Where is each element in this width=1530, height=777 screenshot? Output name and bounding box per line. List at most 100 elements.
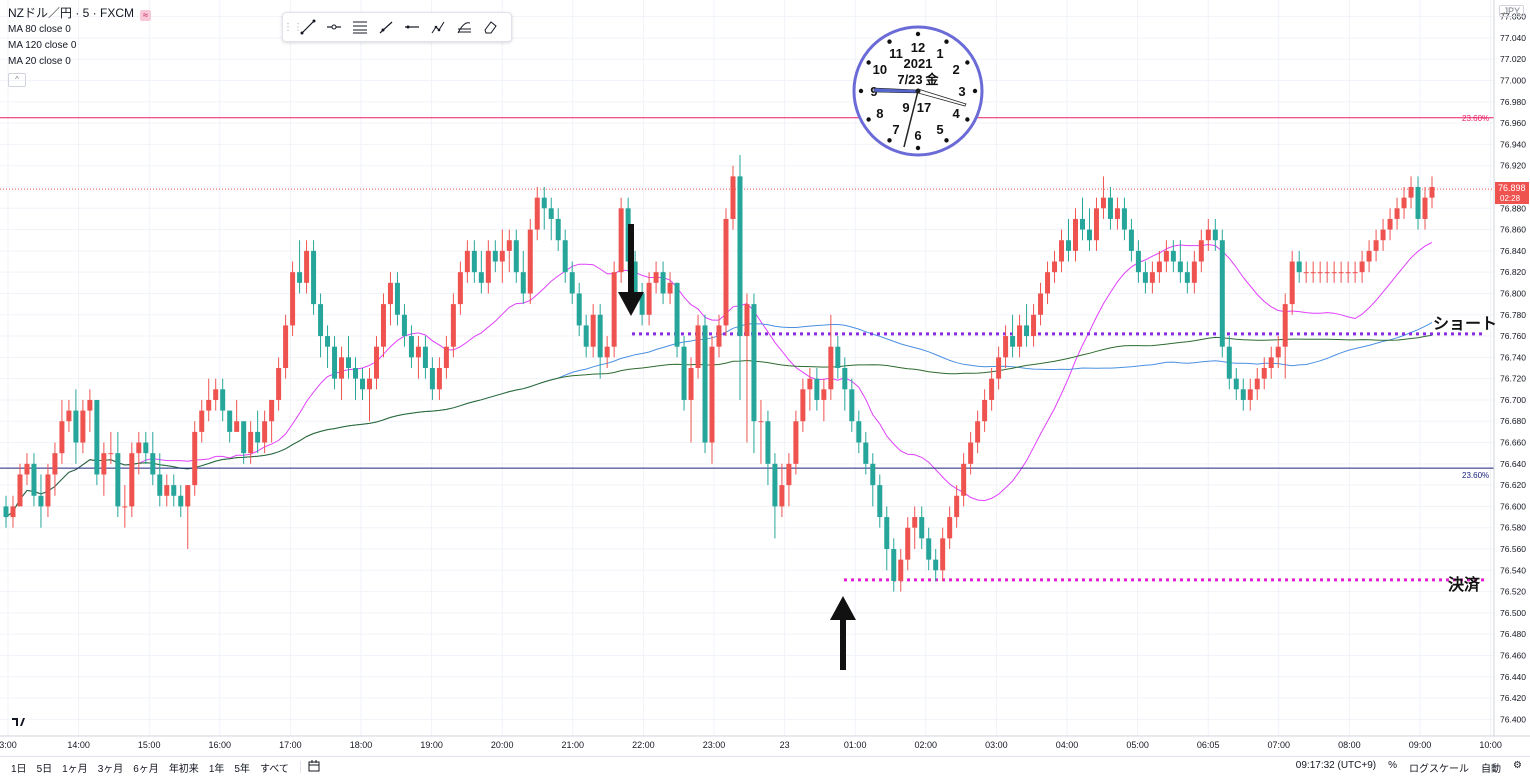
clock-date: 7/23 <box>897 72 922 87</box>
candle-body <box>912 517 918 528</box>
range-1y[interactable]: 1年 <box>208 763 225 775</box>
candles <box>3 155 1435 592</box>
drag-handle-icon[interactable]: ⋮⋮ <box>283 21 303 33</box>
price-axis[interactable]: 77.06077.04077.02077.00076.98076.96076.9… <box>1493 0 1526 736</box>
price-chart[interactable]: 77.06077.04077.02077.00076.98076.96076.9… <box>0 0 1530 756</box>
clock-time[interactable]: 09:17:32 (UTC+9) <box>1295 760 1377 771</box>
candle-body <box>199 410 205 432</box>
candle-body <box>1317 272 1323 274</box>
price-tick-label: 76.680 <box>1500 416 1526 426</box>
candle-body <box>1052 261 1058 273</box>
candle-body <box>206 399 212 411</box>
percent-toggle[interactable]: % <box>1388 760 1398 771</box>
auto-scale-toggle[interactable]: 自動 <box>1481 764 1502 775</box>
date-range-icon[interactable] <box>307 759 321 776</box>
collapse-legend-icon[interactable]: ^ <box>8 73 26 87</box>
price-tick-label: 76.700 <box>1500 395 1526 405</box>
fib-label-bottom: 23.60% <box>1462 471 1489 480</box>
clock-number: 10 <box>873 62 887 77</box>
candle-body <box>744 304 750 337</box>
range-1m[interactable]: 1ヶ月 <box>62 763 88 775</box>
range-5d[interactable]: 5日 <box>36 763 53 775</box>
time-axis[interactable]: 3:00 14:00 15:00 16:00 17:00 18:00 19:00 20:00 2… <box>0 735 1530 750</box>
settings-gear-icon[interactable]: ⚙ <box>1513 760 1522 771</box>
candle-body <box>730 176 736 219</box>
horizontal-line-tool-icon[interactable] <box>399 15 425 39</box>
range-5y[interactable]: 5年 <box>234 763 250 775</box>
candle-body <box>506 240 512 251</box>
candle-body <box>1142 272 1148 283</box>
currency-button[interactable]: JPY <box>1499 5 1524 17</box>
candle-body <box>1261 368 1267 379</box>
time-tick-label: 22:00 <box>632 740 655 750</box>
bar-countdown: 02:28 <box>1500 194 1521 203</box>
candle-body <box>373 346 379 379</box>
candle-body <box>248 431 254 454</box>
path-tool-icon[interactable] <box>425 15 451 39</box>
candle-body <box>1212 229 1218 241</box>
range-ytd[interactable]: 年初来 <box>168 763 199 775</box>
time-tick-label: 08:00 <box>1338 740 1361 750</box>
range-6m[interactable]: 6ヶ月 <box>133 763 159 775</box>
log-scale-toggle[interactable]: ログスケール <box>1409 764 1470 775</box>
arrow-annotations <box>618 224 856 670</box>
candle-body <box>1024 325 1030 337</box>
price-tick-label: 76.760 <box>1500 331 1526 341</box>
fib-tool-icon[interactable] <box>451 15 477 39</box>
time-tick-label: 20:00 <box>491 740 514 750</box>
candle-body <box>1240 389 1246 400</box>
eraser-icon[interactable] <box>477 15 503 39</box>
candle-body <box>31 463 37 496</box>
ray-tool-icon[interactable] <box>373 15 399 39</box>
candle-body <box>1324 272 1330 274</box>
legend-ma80[interactable]: MA 80 close 0 <box>8 24 71 35</box>
candle-body <box>905 527 911 560</box>
compare-chip-icon[interactable]: ≈ <box>140 10 151 21</box>
candle-body <box>52 453 58 475</box>
clock-weekday: 金 <box>924 72 939 87</box>
candle-body <box>1191 261 1197 283</box>
candle-body <box>45 474 51 507</box>
candle-body <box>87 399 93 411</box>
price-tick-label: 76.940 <box>1500 139 1526 149</box>
chart-area[interactable]: 77.060 77.040 77.020 77.000 76.980 76.960 76.9… <box>0 0 1530 756</box>
candle-body <box>227 410 233 432</box>
candle-body <box>639 293 645 315</box>
candle-body <box>646 282 652 315</box>
candle-body <box>346 357 352 368</box>
chart-legend[interactable]: NZドル／円 · 5 · FXCM ≈ MA 80 close 0 MA 120 … <box>8 5 151 87</box>
candle-body <box>66 410 72 422</box>
tradingview-logo-icon[interactable] <box>10 714 28 728</box>
price-tick-label: 76.440 <box>1500 672 1526 682</box>
range-1d[interactable]: 1日 <box>11 763 27 775</box>
legend-ma120[interactable]: MA 120 close 0 <box>8 40 77 51</box>
candle-body <box>262 421 268 443</box>
candle-body <box>968 442 974 464</box>
candle-body <box>667 282 673 294</box>
legend-ma20[interactable]: MA 20 close 0 <box>8 56 71 67</box>
price-tick-label: 76.880 <box>1500 203 1526 213</box>
candle-body <box>1331 272 1337 274</box>
trend-line-tool-icon[interactable] <box>295 15 321 39</box>
clock-number: 12 <box>911 40 925 55</box>
horizontal-ray-tool-icon[interactable] <box>321 15 347 39</box>
candle-body <box>695 325 701 368</box>
candle-body <box>276 368 282 400</box>
candle-body <box>1338 272 1344 274</box>
candle-body <box>1017 325 1023 347</box>
range-all[interactable]: すべて <box>259 763 289 775</box>
range-3m[interactable]: 3ヶ月 <box>97 763 124 775</box>
symbol-title[interactable]: NZドル／円 · 5 · FXCM <box>8 6 134 20</box>
candle-body <box>940 538 946 571</box>
drawing-toolbar[interactable]: ⋮⋮ <box>282 12 512 42</box>
candle-body <box>1079 218 1085 230</box>
candle-body <box>1310 272 1316 274</box>
candle-body <box>1296 261 1302 273</box>
time-tick-label: 23:00 <box>703 740 726 750</box>
bottom-bar[interactable]: 1日 5日 1ヶ月 3ヶ月 6ヶ月 年初来 1年 5年 すべて 09:17:32… <box>0 756 1530 777</box>
candle-body <box>527 229 533 294</box>
candle-body <box>318 304 324 337</box>
candle-body <box>772 463 778 507</box>
parallel-channel-tool-icon[interactable] <box>347 15 373 39</box>
candle-body <box>660 272 666 294</box>
